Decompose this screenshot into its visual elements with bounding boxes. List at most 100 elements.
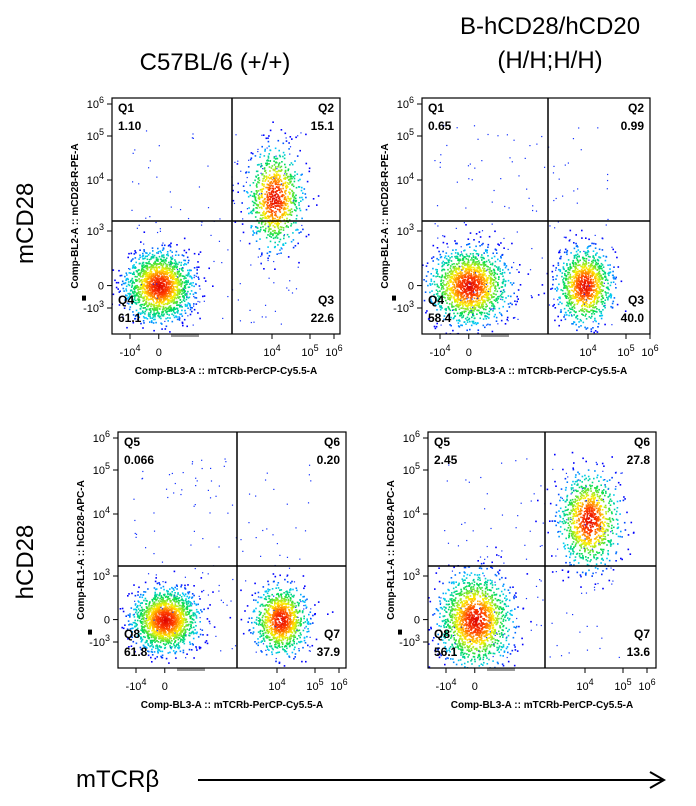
- event-dot: [178, 284, 181, 286]
- event-dot: [257, 178, 259, 180]
- event-dot: [284, 177, 286, 179]
- event-dot: [282, 142, 285, 145]
- event-dot: [440, 305, 443, 307]
- event-dot: [604, 279, 607, 281]
- event-dot: [241, 223, 244, 225]
- event-dot: [478, 302, 480, 304]
- event-dot: [172, 286, 175, 288]
- event-dot: [270, 211, 273, 214]
- event-dot: [476, 263, 479, 265]
- event-dot: [281, 226, 283, 229]
- event-dot: [263, 198, 266, 201]
- event-dot: [168, 279, 170, 282]
- event-dot: [306, 180, 309, 183]
- event-dot: [464, 256, 467, 258]
- event-dot: [153, 296, 155, 298]
- event-dot: [152, 288, 154, 290]
- event-dot: [151, 268, 153, 270]
- event-dot: [557, 288, 559, 290]
- event-dot: [477, 277, 480, 279]
- event-dot: [141, 310, 144, 312]
- event-dot: [166, 290, 168, 292]
- event-dot: [502, 296, 504, 298]
- event-dot: [275, 173, 278, 175]
- event-dot: [467, 338, 469, 340]
- event-dot: [140, 280, 143, 282]
- event-dot: [189, 275, 192, 277]
- event-dot: [280, 204, 283, 207]
- event-dot: [203, 300, 205, 302]
- event-dot: [140, 294, 142, 297]
- event-dot: [464, 262, 466, 265]
- event-dot: [603, 270, 605, 273]
- event-dot: [479, 263, 482, 266]
- event-dot: [198, 285, 201, 287]
- event-dot: [162, 297, 165, 300]
- event-dot: [127, 278, 129, 281]
- event-dot: [264, 230, 267, 233]
- event-dot: [461, 254, 464, 257]
- event-dot: [496, 299, 498, 302]
- event-dot: [153, 306, 155, 309]
- event-dot: [168, 271, 171, 274]
- event-dot: [586, 306, 589, 308]
- event-dot: [505, 297, 507, 299]
- event-dot: [462, 291, 465, 294]
- event-dot: [430, 273, 432, 275]
- event-dot: [607, 298, 609, 301]
- event-dot: [458, 275, 461, 277]
- event-dot: [467, 286, 469, 288]
- event-dot: [487, 299, 490, 301]
- event-dot: [131, 298, 134, 301]
- event-dot: [156, 277, 159, 280]
- event-dot: [569, 273, 572, 276]
- event-dot: [258, 206, 261, 209]
- event-dot: [276, 196, 279, 198]
- event-dot: [165, 260, 167, 262]
- event-dot: [500, 290, 503, 293]
- event-dot: [285, 213, 288, 215]
- event-dot: [438, 297, 440, 299]
- event-dot: [445, 332, 448, 334]
- event-dot: [467, 269, 470, 271]
- event-dot: [239, 320, 242, 322]
- event-dot: [462, 261, 465, 264]
- event-dot: [291, 195, 294, 198]
- event-dot: [444, 297, 446, 299]
- event-dot: [171, 285, 173, 287]
- event-dot: [589, 281, 592, 284]
- event-dot: [316, 204, 318, 206]
- event-dot: [262, 178, 264, 180]
- event-dot: [145, 130, 148, 132]
- event-dot: [572, 276, 575, 278]
- event-dot: [130, 286, 133, 288]
- event-dot: [119, 290, 121, 292]
- event-dot: [268, 255, 271, 257]
- quadrant-percent: 15.1: [311, 119, 335, 133]
- event-dot: [449, 312, 451, 315]
- event-dot: [594, 297, 597, 300]
- event-dot: [480, 287, 482, 289]
- event-dot: [260, 165, 262, 167]
- event-dot: [588, 267, 591, 269]
- event-dot: [267, 155, 270, 158]
- event-dot: [586, 303, 588, 305]
- event-dot: [258, 198, 261, 200]
- event-dot: [148, 261, 150, 263]
- event-dot: [142, 258, 144, 260]
- event-dot: [466, 295, 468, 298]
- event-dot: [463, 321, 466, 323]
- event-dot: [463, 294, 465, 297]
- event-dot: [259, 156, 261, 158]
- event-dot: [179, 299, 182, 301]
- event-dot: [282, 243, 285, 245]
- event-dot: [307, 233, 310, 236]
- event-dot: [161, 272, 164, 274]
- event-dot: [164, 288, 166, 290]
- event-dot: [192, 293, 195, 296]
- event-dot: [152, 296, 154, 298]
- event-dot: [252, 234, 254, 236]
- event-dot: [174, 259, 176, 261]
- event-dot: [612, 300, 615, 303]
- event-dot: [518, 271, 520, 273]
